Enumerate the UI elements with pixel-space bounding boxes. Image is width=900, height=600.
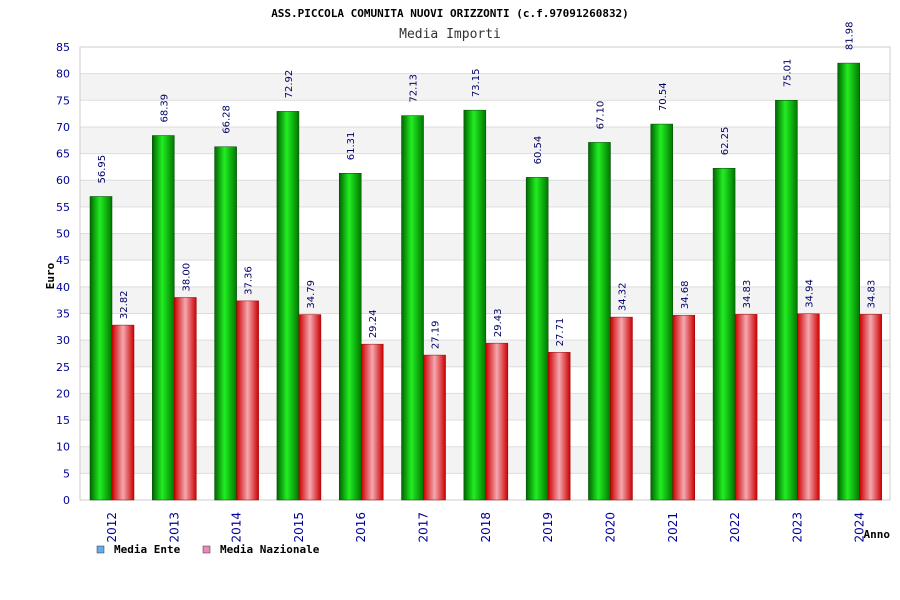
bars <box>89 62 882 501</box>
value-labels: 56.95 32.82 68.39 38.00 66.28 37.36 72.92 34.79… <box>97 21 878 349</box>
y-axis-label: Euro <box>44 262 57 289</box>
value-label: 72.13 <box>409 74 420 103</box>
value-label: 68.39 <box>159 94 170 123</box>
value-label: 66.28 <box>222 105 233 134</box>
grid-band <box>80 73 890 101</box>
value-label: 75.01 <box>782 59 793 88</box>
bar-media-nazionale-2015 <box>298 314 322 501</box>
y-tick-label: 25 <box>56 361 70 374</box>
bar-media-nazionale-2021 <box>672 314 696 501</box>
value-label: 34.68 <box>680 281 691 310</box>
bar-media-ente-2014 <box>214 146 237 501</box>
x-tick-label: 2018 <box>479 512 493 543</box>
y-tick-label: 85 <box>56 41 70 54</box>
value-label: 72.92 <box>284 70 295 99</box>
value-label: 29.24 <box>368 310 379 339</box>
value-label: 56.95 <box>97 155 108 184</box>
bar-media-nazionale-2016 <box>360 343 384 501</box>
value-label: 29.43 <box>493 309 504 338</box>
x-tick-label: 2023 <box>790 512 804 543</box>
legend-swatch-media-nazionale <box>202 545 211 554</box>
y-tick-label: 40 <box>56 281 70 294</box>
bar-media-ente-2024 <box>837 62 860 501</box>
value-label: 73.15 <box>471 69 482 98</box>
value-label: 27.19 <box>431 320 442 349</box>
legend-label-media-nazionale: Media Nazionale <box>220 543 320 556</box>
x-tick-label: 2014 <box>230 512 244 543</box>
bar-media-nazionale-2023 <box>797 313 820 501</box>
bar-media-ente-2019 <box>525 177 549 501</box>
bar-media-nazionale-2020 <box>610 316 633 501</box>
bar-media-ente-2017 <box>401 115 424 501</box>
y-tick-label: 30 <box>56 334 70 347</box>
value-label: 34.83 <box>867 280 878 309</box>
value-label: 37.36 <box>244 266 255 295</box>
x-tick-label: 2017 <box>417 512 431 543</box>
bar-media-ente-2016 <box>338 173 362 501</box>
x-tick-label: 2012 <box>105 512 119 543</box>
y-tick-label: 55 <box>56 201 70 214</box>
y-tick-label: 70 <box>56 121 70 134</box>
legend-label-media-ente: Media Ente <box>114 543 181 556</box>
bar-media-nazionale-2013 <box>174 297 197 501</box>
y-tick-label: 5 <box>63 467 70 480</box>
y-tick-label: 35 <box>56 307 70 320</box>
x-tick-label: 2021 <box>666 512 680 543</box>
y-tick-label: 80 <box>56 68 70 81</box>
value-label: 34.83 <box>742 280 753 309</box>
value-label: 67.10 <box>595 101 606 130</box>
x-tick-label: 2013 <box>167 512 181 543</box>
y-tick-label: 50 <box>56 228 70 241</box>
x-tick-label: 2024 <box>853 512 867 543</box>
value-label: 34.32 <box>617 282 628 311</box>
y-tick-label: 75 <box>56 94 70 107</box>
value-label: 60.54 <box>533 136 544 165</box>
y-tick-label: 65 <box>56 148 70 161</box>
bar-media-nazionale-2022 <box>734 314 758 501</box>
y-tick-label: 0 <box>63 494 70 507</box>
y-tick-label: 20 <box>56 387 70 400</box>
x-axis: 2012 2013 2014 2015 2016 2017 2018 2019 2020 2021… <box>105 512 867 543</box>
bar-media-ente-2015 <box>276 111 300 501</box>
x-tick-label: 2022 <box>728 512 742 543</box>
bar-media-ente-2021 <box>650 123 674 501</box>
bar-media-nazionale-2019 <box>547 352 571 501</box>
y-tick-label: 45 <box>56 254 70 267</box>
value-label: 27.71 <box>555 318 566 347</box>
bar-media-nazionale-2014 <box>236 300 259 501</box>
x-tick-label: 2019 <box>541 512 555 543</box>
bar-media-ente-2022 <box>712 167 736 501</box>
x-axis-label: Anno <box>864 528 891 541</box>
bar-media-ente-2018 <box>463 109 487 501</box>
value-label: 38.00 <box>181 263 192 292</box>
value-label: 32.82 <box>119 290 130 319</box>
value-label: 61.31 <box>346 132 357 161</box>
y-tick-label: 15 <box>56 414 70 427</box>
bar-media-nazionale-2024 <box>859 314 882 501</box>
bar-media-ente-2023 <box>775 99 798 501</box>
value-label: 62.25 <box>720 127 731 156</box>
value-label: 70.54 <box>658 82 669 111</box>
legend: Media Ente Media Nazionale <box>96 543 320 556</box>
y-tick-label: 60 <box>56 174 70 187</box>
chart-subtitle: Media Importi <box>399 27 501 42</box>
bar-media-nazionale-2017 <box>423 354 446 501</box>
bar-media-ente-2020 <box>588 142 611 501</box>
chart-title: ASS.PICCOLA COMUNITA NUOVI ORIZZONTI (c.… <box>271 7 629 20</box>
y-axis: 0 5 10 15 20 25 30 35 40 45 50 55 60 65 70 75 80 85 <box>56 41 70 507</box>
x-tick-label: 2015 <box>292 512 306 543</box>
legend-swatch-media-ente <box>96 545 105 554</box>
bar-media-ente-2012 <box>89 196 113 501</box>
x-tick-label: 2020 <box>603 512 617 543</box>
value-label: 81.98 <box>845 21 856 50</box>
bar-media-ente-2013 <box>152 135 175 501</box>
bar-media-nazionale-2012 <box>111 324 135 501</box>
x-tick-label: 2016 <box>354 512 368 543</box>
bar-media-nazionale-2018 <box>485 342 509 501</box>
value-label: 34.79 <box>306 280 317 309</box>
value-label: 34.94 <box>804 279 815 308</box>
y-tick-label: 10 <box>56 441 70 454</box>
